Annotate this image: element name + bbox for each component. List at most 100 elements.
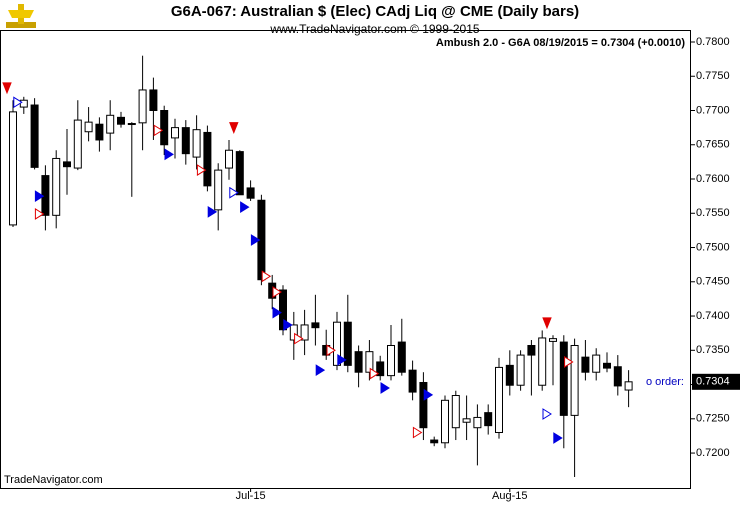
candle-body — [149, 89, 158, 112]
candle-body — [52, 157, 61, 216]
signal-marker — [164, 148, 174, 161]
signal-marker — [229, 186, 239, 199]
signal-marker — [229, 122, 239, 134]
order-label: o order: — [646, 376, 684, 388]
y-tick-label: 0.7400 — [696, 310, 730, 322]
candle-body — [73, 119, 82, 169]
last-price-box — [692, 373, 740, 390]
y-tick-label: 0.7500 — [696, 241, 730, 253]
y-tick-label: 0.7450 — [696, 276, 730, 288]
candle-body — [408, 369, 417, 393]
candle-body — [559, 341, 568, 416]
signal-marker — [13, 96, 23, 109]
signal-marker — [369, 367, 380, 380]
signal-marker — [542, 408, 552, 420]
candle-body — [354, 351, 363, 373]
candle-body — [127, 123, 136, 126]
candle-body — [246, 187, 255, 199]
candle-body — [289, 324, 298, 341]
candle-body — [419, 381, 428, 429]
candle-body — [95, 123, 104, 141]
signal-marker — [240, 201, 250, 214]
signal-marker — [564, 356, 574, 368]
signal-marker — [542, 317, 552, 330]
candle-body — [473, 416, 482, 429]
candle-body — [613, 366, 622, 387]
y-tick-label: 0.7600 — [696, 173, 730, 185]
y-tick-label: 0.7250 — [696, 413, 730, 425]
signal-marker — [34, 208, 45, 220]
chart-title: G6A-067: Australian $ (Elec) CAdj Liq @ … — [171, 3, 579, 20]
candle-body — [387, 344, 395, 377]
candle-body — [171, 127, 179, 139]
candle-body — [138, 89, 147, 124]
candle-body — [160, 110, 169, 146]
candle-body — [235, 151, 244, 196]
candle-body — [117, 116, 125, 125]
plot-frame — [0, 30, 691, 489]
candle-body — [203, 131, 212, 187]
signal-marker — [315, 364, 326, 377]
candle-body — [516, 354, 525, 386]
signal-marker — [34, 190, 45, 203]
candle-body — [84, 121, 93, 133]
signal-marker — [153, 124, 164, 137]
candle-body — [430, 439, 439, 444]
candle-body — [30, 104, 39, 168]
candle-body — [441, 399, 449, 444]
candle-body — [376, 361, 385, 377]
candle-body — [451, 395, 460, 429]
candle-body — [279, 289, 287, 331]
candle-body — [192, 129, 201, 158]
signal-marker — [261, 270, 272, 283]
candle-body — [300, 324, 309, 341]
study-label: Ambush 2.0 - G6A 08/19/2015 = 0.7304 (+0… — [436, 37, 685, 49]
signal-marker — [2, 82, 12, 95]
candle-body — [527, 344, 536, 356]
candle-body — [333, 321, 341, 366]
x-tick-label: Aug-15 — [492, 490, 527, 502]
signal-marker — [553, 432, 563, 444]
signal-marker — [272, 306, 282, 319]
signal-marker — [380, 382, 390, 394]
candle-body — [214, 169, 223, 211]
logo — [6, 4, 36, 28]
signal-marker — [283, 319, 293, 331]
candle-body — [484, 412, 493, 427]
subtitle: www.TradeNavigator.com © 1999-2015 — [269, 22, 479, 36]
signal-marker — [207, 205, 218, 218]
candle-body — [495, 366, 503, 434]
candle-body — [397, 341, 406, 373]
x-tick-label: Jul-15 — [236, 490, 266, 502]
candle-body — [462, 418, 471, 423]
y-tick-label: 0.7550 — [696, 207, 730, 219]
candle-body — [603, 362, 611, 369]
signal-marker — [412, 426, 423, 439]
candle-body — [570, 344, 579, 416]
signal-marker — [272, 286, 282, 298]
y-tick-label: 0.7200 — [696, 447, 730, 459]
candle-body — [225, 149, 233, 169]
watermark: TradeNavigator.com — [4, 474, 103, 486]
candle-body — [624, 381, 633, 391]
candle-body — [581, 356, 590, 373]
signal-marker — [326, 344, 336, 357]
y-tick-label: 0.7800 — [696, 36, 730, 48]
candle-body — [181, 127, 190, 155]
candle-body — [549, 338, 557, 342]
last-price-label: 0.7304 — [696, 376, 730, 388]
signal-marker — [337, 353, 347, 366]
candle-body — [505, 364, 514, 386]
candle-body — [311, 322, 320, 329]
candle-body — [343, 321, 352, 366]
signal-marker — [423, 388, 434, 401]
candle-body — [106, 114, 115, 134]
signal-marker — [196, 164, 207, 177]
y-tick-label: 0.7350 — [696, 344, 730, 356]
y-tick-label: 0.7750 — [696, 70, 730, 82]
candle-body — [592, 354, 601, 373]
y-tick-label: 0.7700 — [696, 104, 730, 116]
candle-body — [538, 337, 547, 386]
candle-body — [9, 111, 17, 226]
